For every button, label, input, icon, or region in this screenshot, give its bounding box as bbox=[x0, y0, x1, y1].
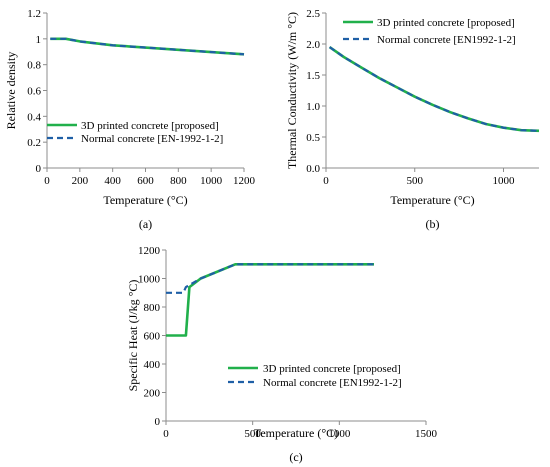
legend-label: 3D printed concrete [proposed] bbox=[81, 120, 219, 132]
x-tick-label: 1000 bbox=[493, 175, 516, 187]
y-axis-label: Thermal Conductivity (W/m °C) bbox=[285, 12, 299, 169]
chart-b: 0 500 1000 0.0 0.5 1.0 1.5 2.0 2.5 Temperature (°… bbox=[285, 8, 540, 231]
y-tick-label: 1.2 bbox=[27, 8, 41, 20]
legend-label: 3D printed concrete [proposed] bbox=[263, 363, 401, 375]
y-tick-label: 1.5 bbox=[306, 70, 320, 82]
y-tick-label: 1200 bbox=[138, 245, 161, 257]
x-tick-label: 1000 bbox=[328, 428, 351, 440]
legend-label: Normal concrete [EN1992-1-2] bbox=[263, 377, 402, 389]
chart-c: 0 500 1000 1500 0 200 400 600 800 1000 1200 Tempera… bbox=[126, 245, 438, 464]
y-tick-label: 800 bbox=[144, 302, 161, 314]
x-tick-label: 200 bbox=[72, 175, 89, 187]
x-axis-label: Temperature (°C) bbox=[390, 193, 474, 207]
x-axis-label: Temperature (°C) bbox=[103, 193, 187, 207]
series-line-normal bbox=[50, 37, 245, 56]
legend-label: Normal concrete [EN1992-1-2] bbox=[377, 34, 516, 46]
x-tick-label: 0 bbox=[323, 175, 329, 187]
y-tick-label: 0.6 bbox=[27, 86, 41, 98]
x-tick-label: 1500 bbox=[415, 428, 438, 440]
series-line-proposed bbox=[328, 46, 540, 133]
y-tick-label: 0.4 bbox=[27, 111, 41, 123]
panel-label: (c) bbox=[289, 450, 302, 464]
x-tick-label: 1200 bbox=[233, 175, 256, 187]
y-tick-label: 2.5 bbox=[306, 8, 320, 20]
y-axis-label: Specific Heat (J/kg °C) bbox=[126, 280, 140, 392]
x-tick-label: 0 bbox=[163, 428, 169, 440]
y-tick-label: 1.0 bbox=[306, 101, 320, 113]
y-tick-label: 0.5 bbox=[306, 132, 320, 144]
x-tick-label: 1000 bbox=[200, 175, 223, 187]
chart-a: 0 200 400 600 800 1000 1200 0 0.2 0.4 0.6 0.8 1 1.2 Te… bbox=[4, 8, 256, 231]
y-tick-label: 600 bbox=[144, 331, 161, 343]
legend-label: Normal concrete [EN-1992-1-2] bbox=[81, 133, 223, 145]
y-axis-label: Relative density bbox=[4, 52, 18, 130]
series-line-normal bbox=[328, 46, 540, 132]
series-line-normal bbox=[166, 263, 374, 294]
y-tick-label: 200 bbox=[144, 388, 161, 400]
y-tick-label: 0.8 bbox=[27, 60, 41, 72]
x-tick-label: 400 bbox=[104, 175, 121, 187]
y-tick-label: 0 bbox=[36, 163, 42, 175]
x-tick-label: 500 bbox=[407, 175, 424, 187]
y-tick-label: 0.2 bbox=[27, 137, 41, 149]
x-tick-label: 600 bbox=[137, 175, 154, 187]
x-axis-label: Temperature (°C) bbox=[254, 426, 338, 440]
legend-label: 3D printed concrete [proposed] bbox=[377, 17, 515, 29]
panel-label: (b) bbox=[426, 217, 440, 231]
y-tick-label: 0 bbox=[155, 416, 161, 428]
x-tick-label: 500 bbox=[244, 428, 261, 440]
y-tick-label: 1000 bbox=[138, 274, 161, 286]
y-tick-label: 400 bbox=[144, 359, 161, 371]
x-tick-label: 0 bbox=[44, 175, 50, 187]
x-tick-label: 800 bbox=[170, 175, 187, 187]
series-line-proposed bbox=[166, 262, 374, 337]
y-tick-label: 0.0 bbox=[306, 163, 320, 175]
panel-label: (a) bbox=[139, 217, 152, 231]
y-tick-label: 1 bbox=[36, 34, 42, 46]
y-tick-label: 2.0 bbox=[306, 39, 320, 51]
